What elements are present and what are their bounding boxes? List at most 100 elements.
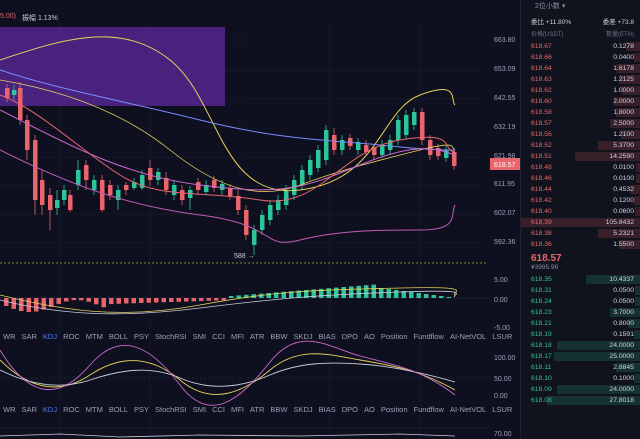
- row-qty: 5.3700: [613, 142, 634, 149]
- bid-row[interactable]: 618.23 3.7000: [521, 307, 640, 318]
- tab-stochrsi[interactable]: StochRSI: [155, 405, 187, 414]
- price-axis-label: 621.98: [494, 153, 516, 160]
- ask-row[interactable]: 618.62 1.0000: [521, 85, 640, 96]
- depth-bar: [616, 363, 640, 372]
- candle-body: [92, 180, 97, 190]
- bid-row[interactable]: 618.09 24.0000: [521, 384, 640, 395]
- tab-skdj[interactable]: SKDJ: [293, 405, 313, 414]
- ma-line-3: [0, 94, 456, 202]
- tab-atr[interactable]: ATR: [249, 405, 265, 414]
- tab-mfi[interactable]: MFI: [231, 332, 244, 341]
- tab-ai-netvol[interactable]: AI-NetVOL: [449, 405, 487, 414]
- bid-row[interactable]: 618.10 0.1000: [521, 373, 640, 384]
- ask-row[interactable]: 618.56 1.2100: [521, 129, 640, 140]
- tab-wr[interactable]: WR: [3, 332, 16, 341]
- candle-body: [300, 170, 305, 185]
- tab-kdj[interactable]: KDJ: [42, 405, 58, 414]
- candlestick-chart[interactable]: 663.80 653.09 642.55 632.19 621.98 611.95 602.…: [0, 0, 520, 439]
- depth-bar: [634, 374, 640, 383]
- tab-psy[interactable]: PSY: [134, 405, 150, 414]
- ask-row[interactable]: 618.39 105.8432: [521, 217, 640, 228]
- tab-dpo[interactable]: DPO: [341, 405, 358, 414]
- tab-lsur[interactable]: LSUR: [492, 405, 513, 414]
- macd-bar: [446, 297, 451, 298]
- macd-bar: [416, 293, 421, 298]
- tab-psy[interactable]: PSY: [134, 332, 150, 341]
- tab-smi[interactable]: SMI: [192, 332, 207, 341]
- tab-mtm[interactable]: MTM: [85, 332, 103, 341]
- depth-bar: [598, 141, 640, 150]
- tab-dpo[interactable]: DPO: [341, 332, 358, 341]
- ask-row[interactable]: 618.42 0.1200: [521, 195, 640, 206]
- tab-roc[interactable]: ROC: [63, 332, 80, 341]
- ask-row[interactable]: 618.66 0.0400: [521, 52, 640, 63]
- bid-row[interactable]: 618.31 0.0500: [521, 285, 640, 296]
- ask-row[interactable]: 618.38 5.2321: [521, 228, 640, 239]
- ask-row[interactable]: 618.57 2.5000: [521, 118, 640, 129]
- tab-mfi[interactable]: MFI: [231, 405, 244, 414]
- tab-fundflow[interactable]: Fundflow: [413, 405, 444, 414]
- tab-bbw[interactable]: BBW: [270, 332, 288, 341]
- chart-area[interactable]: 5.00) 振幅 1.13% 663.80 653.09 642.55 632.19 6…: [0, 0, 520, 439]
- ob-diff: 委差 +73.8: [602, 19, 634, 26]
- tab-sar[interactable]: SAR: [21, 332, 37, 341]
- bid-row[interactable]: 618.35 10.4337: [521, 274, 640, 285]
- ask-row[interactable]: 618.36 1.5500: [521, 239, 640, 250]
- macd-bar: [259, 293, 264, 298]
- tab-boll[interactable]: BOLL: [108, 332, 129, 341]
- row-price: 618.67: [531, 43, 552, 50]
- bid-row[interactable]: 618.18 24.0000: [521, 340, 640, 351]
- tab-ai-netvol[interactable]: AI-NetVOL: [449, 332, 487, 341]
- ask-row[interactable]: 618.58 1.8000: [521, 107, 640, 118]
- macd-bar: [86, 298, 91, 302]
- ask-row[interactable]: 618.40 0.0600: [521, 206, 640, 217]
- ask-row[interactable]: 618.46 0.0100: [521, 173, 640, 184]
- ask-row[interactable]: 618.60 2.0000: [521, 96, 640, 107]
- tab-cci[interactable]: CCI: [212, 405, 225, 414]
- tab-position[interactable]: Position: [380, 332, 408, 341]
- tab-wr[interactable]: WR: [3, 405, 16, 414]
- bid-row[interactable]: 618.17 25.0000: [521, 351, 640, 362]
- ob-precision-select[interactable]: 2位小数 ▾: [535, 3, 566, 10]
- tab-cci[interactable]: CCI: [212, 332, 225, 341]
- tab-stochrsi[interactable]: StochRSI: [155, 332, 187, 341]
- macd-bar: [281, 291, 286, 298]
- ask-row[interactable]: 618.52 5.3700: [521, 140, 640, 151]
- tab-lsur[interactable]: LSUR: [492, 332, 513, 341]
- macd-bar: [176, 298, 181, 302]
- tab-fundflow[interactable]: Fundflow: [413, 332, 444, 341]
- tab-ao[interactable]: AO: [364, 332, 375, 341]
- tab-position[interactable]: Position: [380, 405, 408, 414]
- bid-row[interactable]: 618.19 0.1591: [521, 329, 640, 340]
- tab-boll[interactable]: BOLL: [108, 405, 129, 414]
- bid-row[interactable]: 618.24 0.0500: [521, 296, 640, 307]
- tab-bbw[interactable]: BBW: [270, 405, 288, 414]
- tab-roc[interactable]: ROC: [63, 405, 80, 414]
- macd-bar: [439, 296, 444, 298]
- candle-body: [284, 190, 289, 205]
- macd-bar: [199, 298, 204, 301]
- tab-kdj[interactable]: KDJ: [42, 332, 58, 341]
- tab-skdj[interactable]: SKDJ: [293, 332, 313, 341]
- tab-ao[interactable]: AO: [364, 405, 375, 414]
- ask-row[interactable]: 618.51 14.2590: [521, 151, 640, 162]
- candle-body: [40, 180, 45, 205]
- tab-sar[interactable]: SAR: [21, 405, 37, 414]
- macd-bar: [154, 298, 159, 303]
- ask-row[interactable]: 618.64 1.6178: [521, 63, 640, 74]
- tab-bias[interactable]: BIAS: [318, 405, 336, 414]
- ask-row[interactable]: 618.63 1.2125: [521, 74, 640, 85]
- ask-row[interactable]: 618.44 0.4532: [521, 184, 640, 195]
- tab-smi[interactable]: SMI: [192, 405, 207, 414]
- ask-row[interactable]: 618.67 0.1278: [521, 41, 640, 52]
- ob-last-price: 618.57 ¥3995.96: [521, 250, 640, 274]
- row-price: 618.60: [531, 98, 552, 105]
- bid-row[interactable]: 618.08 27.8018: [521, 395, 640, 406]
- bid-row[interactable]: 618.11 2.8845: [521, 362, 640, 373]
- macd-axis-label: 0.00: [494, 297, 508, 304]
- tab-bias[interactable]: BIAS: [318, 332, 336, 341]
- bid-row[interactable]: 618.21 0.8000: [521, 318, 640, 329]
- tab-atr[interactable]: ATR: [249, 332, 265, 341]
- tab-mtm[interactable]: MTM: [85, 405, 103, 414]
- ask-row[interactable]: 618.48 0.0100: [521, 162, 640, 173]
